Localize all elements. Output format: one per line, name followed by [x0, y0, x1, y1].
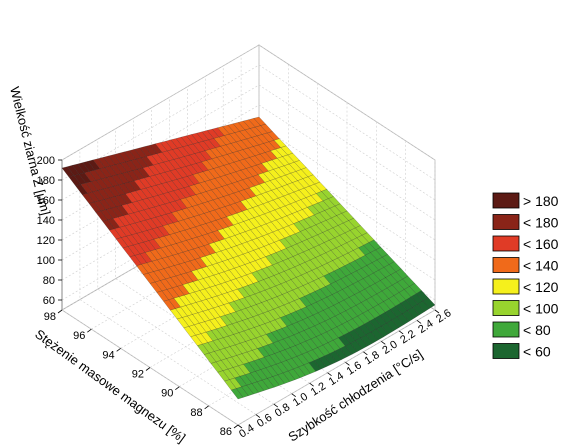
x-tick-label: 1.4	[327, 370, 346, 388]
x-tick-mark	[291, 393, 296, 397]
y-tick-mark	[204, 405, 209, 410]
x-tick-label: 2.2	[398, 328, 417, 346]
z-tick-label: 80	[43, 275, 55, 287]
legend-label: < 140	[523, 258, 559, 274]
z-axis-label: Wielkość ziarna Z [µm]	[7, 85, 53, 216]
x-tick-label: 1.6	[345, 359, 364, 377]
y-tick-label: 96	[73, 330, 85, 342]
y-tick-label: 90	[161, 388, 173, 400]
legend-swatch	[492, 321, 520, 338]
x-tick-label: 2.0	[380, 338, 399, 356]
x-tick-mark	[434, 309, 440, 314]
x-tick-mark	[237, 424, 243, 429]
x-tick-mark	[255, 414, 261, 418]
legend-swatch	[492, 343, 520, 359]
x-tick-label: 0.4	[237, 422, 256, 440]
legend-label: < 100	[523, 301, 559, 317]
z-tick-label: 180	[37, 175, 55, 187]
z-tick-label: 140	[37, 215, 55, 227]
x-tick-mark	[309, 382, 314, 387]
x-tick-mark	[273, 403, 279, 408]
legend-swatch	[492, 278, 520, 295]
z-tick-label: 100	[37, 255, 55, 267]
y-tick-label: 94	[102, 349, 114, 361]
legend-swatch	[492, 235, 520, 252]
y-tick-label: 88	[190, 407, 202, 419]
x-tick-label: 2.6	[434, 307, 453, 325]
y-tick-mark	[145, 367, 151, 371]
z-tick-label: 60	[43, 295, 55, 307]
x-tick-mark	[363, 351, 368, 356]
z-tick-label: 160	[37, 195, 55, 207]
x-tick-label: 1.2	[309, 380, 328, 398]
legend-label: < 80	[523, 322, 551, 338]
legend-label: < 60	[523, 344, 551, 360]
x-tick-label: 1.0	[291, 391, 310, 409]
x-tick-label: 2.4	[416, 318, 435, 336]
x-tick-label: 0.8	[273, 401, 292, 419]
y-tick-mark	[87, 328, 92, 333]
y-tick-label: 98	[44, 311, 56, 323]
legend-swatch	[492, 300, 520, 316]
surface-cell	[422, 297, 436, 309]
x-tick-mark	[381, 341, 386, 345]
y-tick-label: 92	[132, 369, 144, 381]
y-tick-label: 86	[220, 426, 232, 438]
legend-swatch	[492, 214, 520, 230]
legend-label: > 180	[523, 193, 559, 209]
x-tick-mark	[416, 320, 422, 324]
z-tick-label: 200	[37, 155, 55, 167]
x-tick-mark	[398, 330, 404, 335]
legend-label: < 180	[523, 215, 559, 231]
legend-swatch	[492, 257, 520, 273]
y-tick-mark	[116, 348, 121, 352]
legend: > 180 < 180 < 160 < 140 < 120 < 100 < 80 < 60	[492, 192, 559, 360]
x-tick-label: 1.8	[362, 349, 381, 367]
x-tick-mark	[327, 372, 332, 377]
legend-swatch	[492, 192, 520, 209]
x-tick-mark	[345, 361, 350, 366]
legend-label: < 120	[523, 279, 559, 295]
y-axis-label: Stężenie masowe magnezu [%]	[32, 326, 188, 445]
legend-label: < 160	[523, 236, 559, 252]
y-tick-mark	[175, 386, 180, 390]
z-tick-label: 120	[37, 235, 55, 247]
y-tick-mark	[57, 309, 63, 314]
y-tick-mark	[233, 424, 239, 429]
surface-mesh	[61, 116, 436, 400]
x-tick-label: 0.6	[255, 412, 274, 430]
